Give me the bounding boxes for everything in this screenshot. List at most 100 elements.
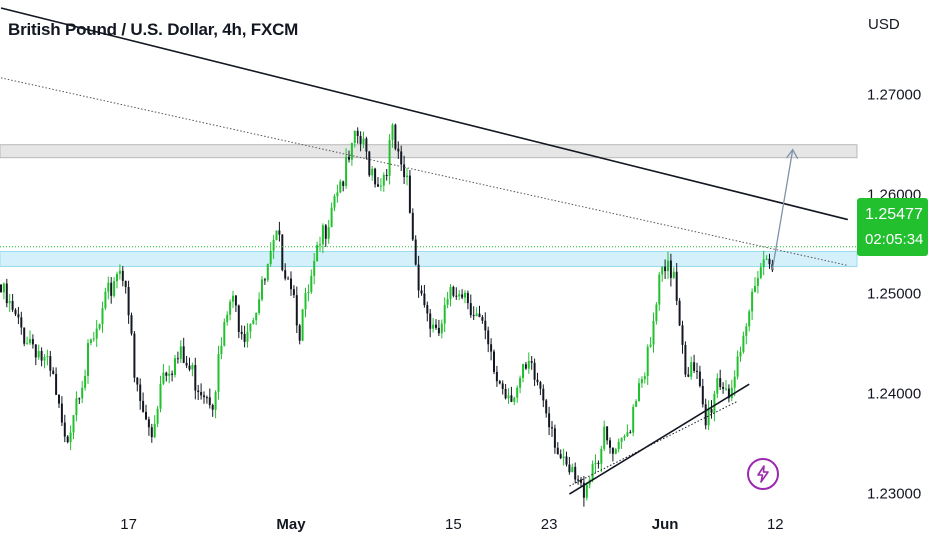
candle-body (655, 304, 658, 322)
candle-body (498, 381, 501, 384)
candle-body (696, 370, 698, 372)
candle-body (208, 397, 211, 406)
candle-body (614, 449, 617, 454)
candle-body (304, 293, 307, 310)
candle-body (585, 484, 588, 498)
candle-body (46, 356, 49, 358)
candle-body (411, 212, 414, 240)
candle-body (29, 339, 31, 344)
candle-body (733, 376, 736, 388)
candle-body (60, 403, 63, 423)
candle-body (118, 270, 121, 274)
candle-body (162, 372, 165, 384)
candle-body (751, 291, 754, 312)
candle-body (571, 466, 574, 473)
candle-body (440, 323, 443, 334)
candle-body (2, 283, 5, 293)
annotation-lines-layer (0, 7, 857, 495)
candle-body (17, 314, 20, 318)
candle-body (681, 325, 684, 345)
candle-body (142, 400, 145, 412)
candle-body (275, 230, 278, 241)
candle-body (211, 405, 214, 410)
candle-body (107, 282, 110, 292)
candle-body (536, 379, 539, 383)
candle-body (533, 362, 536, 380)
candle-body (113, 281, 116, 296)
candle-body (14, 309, 17, 315)
candle-body (495, 371, 498, 382)
candle-body (263, 279, 266, 281)
candle-body (365, 138, 368, 152)
candle-body (362, 138, 365, 144)
candle-body (713, 393, 716, 413)
candle-body (345, 156, 348, 186)
candle-body (643, 376, 646, 380)
candle-body (652, 321, 655, 345)
candle-body (553, 428, 556, 448)
candle-body (455, 295, 458, 297)
candle-body (168, 373, 171, 376)
candle-body (261, 279, 263, 300)
candle-body (704, 404, 707, 426)
candle-body (368, 151, 371, 176)
last-price: 1.25477 (865, 206, 923, 223)
candle-body (481, 317, 484, 321)
candle-body (693, 362, 696, 371)
currency-label: USD (868, 16, 900, 33)
candle-body (504, 388, 507, 399)
candle-body (426, 305, 429, 314)
chart-title: British Pound / U.S. Dollar, 4h, FXCM (8, 20, 299, 39)
candle-body (205, 397, 208, 399)
candle-body (539, 382, 542, 389)
candle-body (159, 383, 162, 409)
candle-body (371, 168, 374, 176)
lightning-glyph (757, 465, 769, 483)
candle-body (145, 411, 147, 420)
candle-body (530, 361, 533, 363)
candle-body (377, 184, 379, 187)
candle-body (458, 294, 461, 297)
candle-body (736, 356, 739, 377)
candle-body (150, 427, 153, 438)
time-tick-label: 17 (120, 516, 137, 533)
candle-body (316, 244, 319, 262)
candle-body (240, 331, 243, 334)
candle-body (324, 225, 327, 239)
candle-body (768, 258, 771, 265)
candle-body (133, 333, 136, 378)
candle-body (519, 377, 522, 388)
candle-body (400, 151, 403, 165)
candle-body (507, 395, 510, 399)
candle-body (232, 295, 234, 302)
candle-body (664, 266, 667, 272)
candle-body (37, 351, 40, 358)
candle-body (623, 435, 626, 438)
candle-body (658, 274, 661, 305)
candle-body (559, 454, 562, 459)
candle-body (516, 387, 519, 398)
price-tick-label: 1.27000 (867, 86, 922, 104)
candle-body (165, 372, 168, 376)
candle-body (745, 326, 748, 336)
candle-body (698, 371, 701, 386)
lightning-icon[interactable] (747, 458, 779, 490)
price-tick-label: 1.24000 (867, 385, 922, 403)
candle-body (229, 301, 232, 315)
candle-body (226, 314, 229, 322)
candle-body (388, 139, 391, 176)
candle-body (490, 344, 493, 352)
candle-body (669, 260, 672, 278)
candle-body (591, 464, 594, 480)
candle-body (582, 482, 585, 498)
candle-body (443, 304, 446, 324)
candle-body (513, 397, 516, 402)
candle-body (435, 324, 437, 328)
candle-body (710, 409, 713, 413)
candle-body (252, 320, 255, 324)
candle-body (116, 273, 118, 282)
candle-body (722, 387, 725, 389)
candle-body (104, 291, 107, 309)
candle-body (739, 351, 742, 357)
